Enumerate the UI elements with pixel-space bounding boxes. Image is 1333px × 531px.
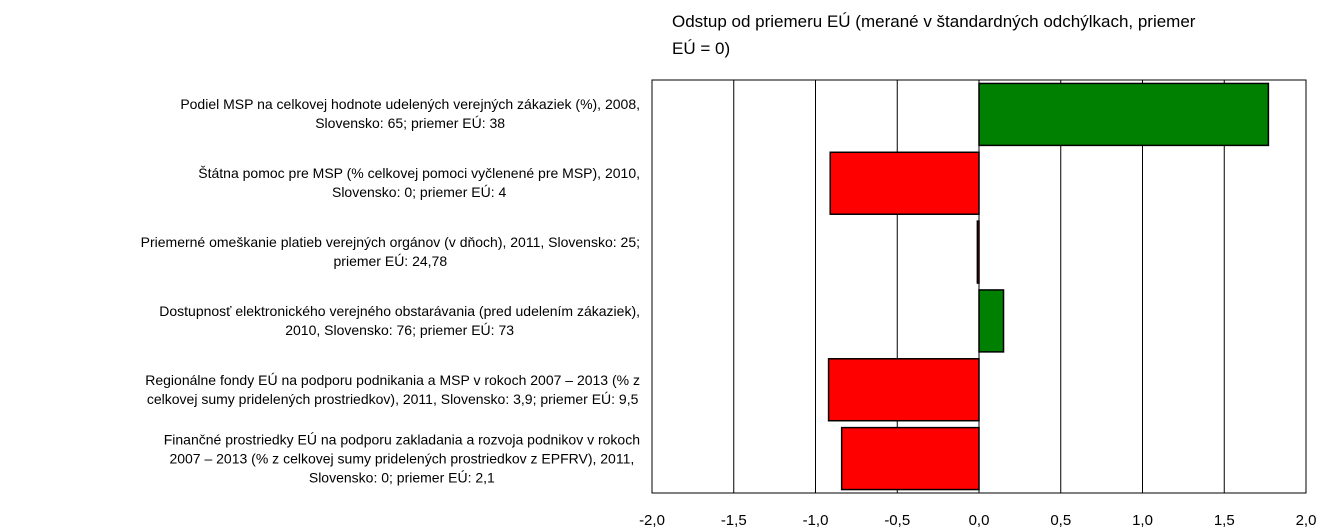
x-tick-label: 0,5 bbox=[1050, 512, 1071, 529]
bar bbox=[976, 220, 980, 284]
plot-border bbox=[651, 79, 1307, 494]
category-label: Finančné prostriedky EÚ na podporu zakla… bbox=[163, 431, 640, 486]
bar bbox=[829, 151, 980, 215]
category-label: Štátna pomoc pre MSP (% celkovej pomoci … bbox=[198, 165, 640, 201]
x-tick-label: 0,0 bbox=[969, 512, 990, 529]
bar bbox=[840, 426, 980, 491]
bar bbox=[978, 289, 1005, 353]
x-tick-label: 2,0 bbox=[1296, 512, 1317, 529]
bar bbox=[978, 82, 1270, 147]
category-label: Priemerné omeškanie platieb verejných or… bbox=[140, 234, 640, 270]
category-label: Dostupnosť elektronického verejného obst… bbox=[159, 302, 640, 338]
x-tick-label: -2,0 bbox=[639, 512, 665, 529]
x-tick-label: 1,5 bbox=[1214, 512, 1235, 529]
x-tick-label: -1,5 bbox=[721, 512, 747, 529]
chart-title: Odstup od priemeru EÚ (merané v štandard… bbox=[672, 12, 1196, 58]
x-tick-label: 1,0 bbox=[1132, 512, 1153, 529]
x-tick-label: -1,0 bbox=[803, 512, 829, 529]
bar bbox=[827, 358, 980, 422]
category-label: Podiel MSP na celkovej hodnote udelených… bbox=[180, 96, 640, 132]
category-label: Regionálne fondy EÚ na podporu podnikani… bbox=[145, 371, 640, 407]
x-tick-label: -0,5 bbox=[884, 512, 910, 529]
